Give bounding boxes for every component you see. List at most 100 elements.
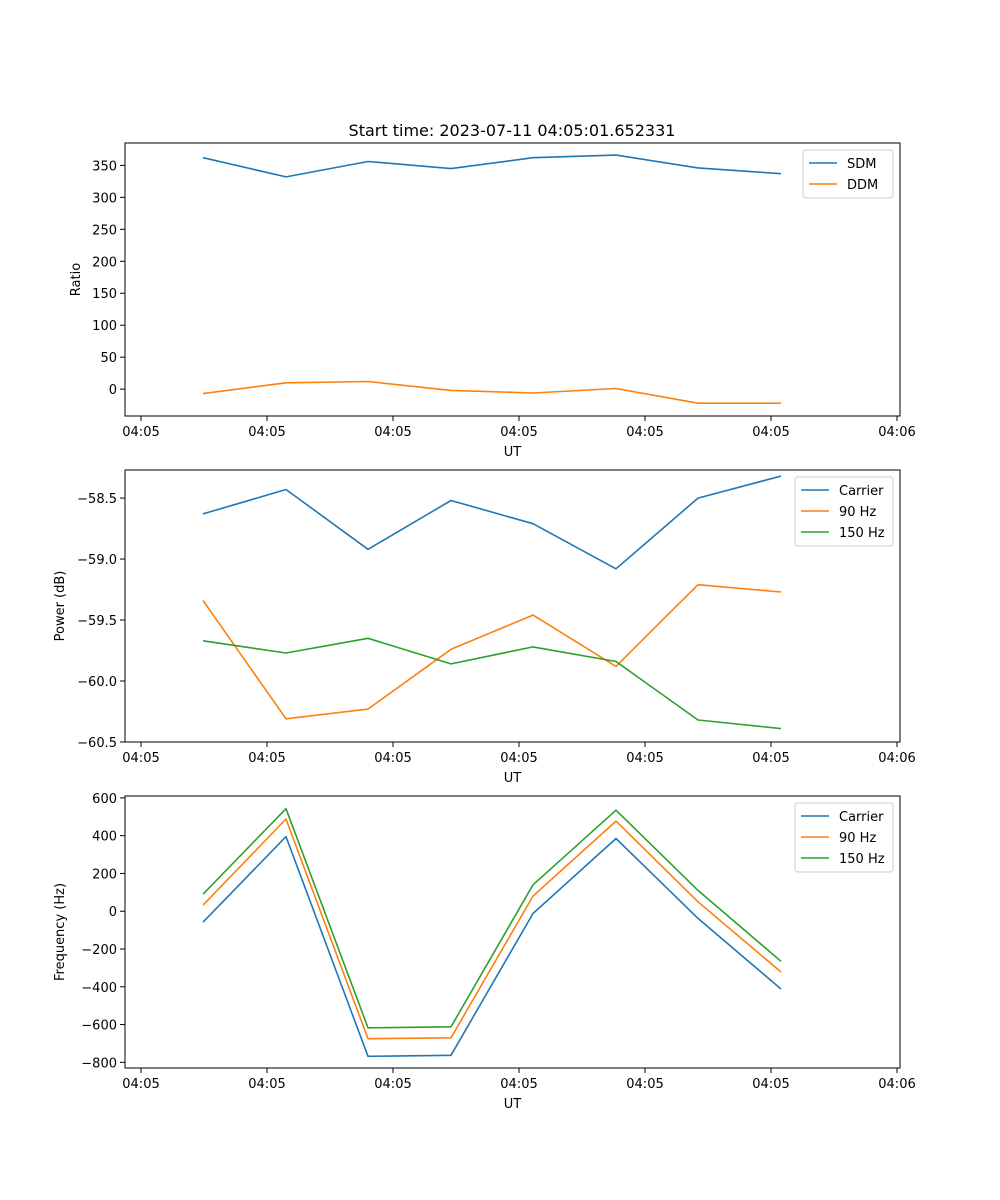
y-axis-label: Ratio xyxy=(69,263,84,296)
data-point-sdm xyxy=(367,160,369,162)
y-tick-label: −59.5 xyxy=(77,614,117,629)
y-tick-label: −60.0 xyxy=(77,675,117,690)
data-point-150-hz xyxy=(367,1027,369,1029)
x-tick-label: 04:05 xyxy=(122,1077,159,1092)
x-tick-label: 04:06 xyxy=(878,751,915,766)
data-point-90-hz xyxy=(615,665,617,667)
data-point-carrier xyxy=(532,912,534,914)
data-point-150-hz xyxy=(697,719,699,721)
data-point-150-hz xyxy=(285,652,287,654)
x-tick-label: 04:05 xyxy=(752,751,789,766)
panel-1: 04:05 04:05 04:05 04:05 04:05 04:05 04:06 UT 0 50… xyxy=(69,142,916,460)
y-tick-label: 200 xyxy=(92,255,117,270)
x-tick-label: 04:05 xyxy=(122,751,159,766)
legend-label: Carrier xyxy=(839,810,884,825)
data-point-sdm xyxy=(615,154,617,156)
x-axis-label: UT xyxy=(504,445,522,460)
data-point-90-hz xyxy=(202,904,204,906)
x-tick-label: 04:05 xyxy=(500,425,537,440)
y-axis-label: Frequency (Hz) xyxy=(53,883,68,981)
data-point-ddm xyxy=(532,392,534,394)
x-tick-label: 04:05 xyxy=(752,425,789,440)
data-point-150-hz xyxy=(202,640,204,642)
data-point-90-hz xyxy=(697,584,699,586)
data-point-90-hz xyxy=(532,895,534,897)
data-point-ddm xyxy=(615,387,617,389)
legend-label: 90 Hz xyxy=(839,831,876,846)
plots-group: 04:05 04:05 04:05 04:05 04:05 04:05 04:06 UT 0 50… xyxy=(53,142,916,1112)
data-point-150-hz xyxy=(780,727,782,729)
x-tick-label: 04:05 xyxy=(374,425,411,440)
data-point-150-hz xyxy=(615,660,617,662)
legend-box xyxy=(802,149,894,199)
data-point-150-hz xyxy=(202,893,204,895)
data-point-carrier xyxy=(615,568,617,570)
data-point-90-hz xyxy=(697,901,699,903)
y-tick-label: 0 xyxy=(109,383,117,398)
y-tick-label: 100 xyxy=(92,319,117,334)
data-point-carrier xyxy=(615,837,617,839)
y-tick-label: 300 xyxy=(92,191,117,206)
series-line-ddm xyxy=(202,380,781,405)
x-tick-label: 04:05 xyxy=(626,1077,663,1092)
y-tick-label: −600 xyxy=(81,1019,117,1034)
data-point-150-hz xyxy=(532,884,534,886)
series-line-150-hz xyxy=(202,807,782,1029)
y-tick-label: −400 xyxy=(81,981,117,996)
x-tick-label: 04:05 xyxy=(500,1077,537,1092)
legend-label: 90 Hz xyxy=(839,505,876,520)
y-tick-label: −800 xyxy=(81,1056,117,1071)
data-point-150-hz xyxy=(285,808,287,810)
y-tick-label: 0 xyxy=(109,905,117,920)
legend-label: DDM xyxy=(847,178,878,193)
series-line-150-hz xyxy=(202,637,782,730)
y-tick-label: 200 xyxy=(92,867,117,882)
data-point-sdm xyxy=(202,157,204,159)
series-line-sdm xyxy=(202,154,782,178)
x-tick-label: 04:05 xyxy=(248,751,285,766)
axes-frame xyxy=(124,469,901,743)
data-point-ddm xyxy=(367,380,369,382)
y-tick-label: −59.0 xyxy=(77,553,117,568)
y-tick-label: 150 xyxy=(92,287,117,302)
data-point-150-hz xyxy=(450,1026,452,1028)
data-point-ddm xyxy=(202,392,204,394)
data-point-carrier xyxy=(697,497,699,499)
data-point-150-hz xyxy=(615,809,617,811)
data-point-150-hz xyxy=(367,637,369,639)
x-axis-label: UT xyxy=(504,1097,522,1112)
data-point-150-hz xyxy=(532,646,534,648)
x-tick-label: 04:06 xyxy=(878,1077,915,1092)
y-tick-label: 250 xyxy=(92,223,117,238)
data-point-ddm xyxy=(450,389,452,391)
x-tick-label: 04:05 xyxy=(248,425,285,440)
data-point-ddm xyxy=(285,382,287,384)
data-point-150-hz xyxy=(697,889,699,891)
panel-3: 04:05 04:05 04:05 04:05 04:05 04:05 04:06 UT −80… xyxy=(53,792,916,1112)
y-axis-label: Power (dB) xyxy=(53,571,68,642)
series-line-carrier xyxy=(202,835,782,1058)
x-tick-label: 04:05 xyxy=(122,425,159,440)
y-tick-label: −58.5 xyxy=(77,492,117,507)
data-point-90-hz xyxy=(285,818,287,820)
x-tick-label: 04:05 xyxy=(248,1077,285,1092)
data-point-sdm xyxy=(450,167,452,169)
x-tick-label: 04:05 xyxy=(752,1077,789,1092)
panel-2: 04:05 04:05 04:05 04:05 04:05 04:05 04:06 UT −60… xyxy=(53,469,916,786)
x-axis-label: UT xyxy=(504,771,522,786)
x-tick-label: 04:05 xyxy=(626,751,663,766)
data-point-90-hz xyxy=(285,718,287,720)
y-tick-label: −60.5 xyxy=(77,736,117,751)
data-point-90-hz xyxy=(532,614,534,616)
data-point-sdm xyxy=(697,167,699,169)
data-point-90-hz xyxy=(780,591,782,593)
data-point-carrier xyxy=(202,513,204,515)
axes-frame xyxy=(124,795,901,1069)
data-point-90-hz xyxy=(367,708,369,710)
legend-label: SDM xyxy=(847,157,876,172)
data-point-carrier xyxy=(202,921,204,923)
data-point-carrier xyxy=(532,523,534,525)
data-point-carrier xyxy=(697,917,699,919)
